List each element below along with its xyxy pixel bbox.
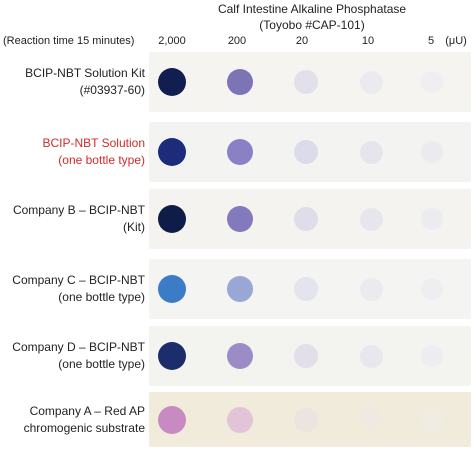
dot-spot <box>359 344 383 368</box>
row-label-line1: BCIP-NBT Solution <box>42 136 146 150</box>
dot-spot <box>421 345 443 367</box>
concentration-label: 5 <box>427 35 435 47</box>
figure-title: Calf Intestine Alkaline Phosphatase <box>217 2 407 16</box>
dot-spot <box>421 208 443 230</box>
concentration-label: 20 <box>295 35 309 47</box>
reaction-time-note: (Reaction time 15 minutes) <box>3 35 135 47</box>
row-label: Company C – BCIP-NBT (one bottle type) <box>0 272 145 306</box>
concentration-label: 2,000 <box>158 35 186 47</box>
dot-spot <box>294 140 318 164</box>
figure-subtitle: (Toyobo #CAP-101) <box>259 18 365 32</box>
row-label-line2: chromogenic substrate <box>23 420 145 435</box>
dot-spot <box>158 205 186 233</box>
dot-spot <box>227 206 253 232</box>
row-label-line2: (#03937-60) <box>79 83 145 97</box>
dot-spot <box>227 276 253 302</box>
dot-spot <box>359 408 383 431</box>
dot-spot <box>227 406 253 433</box>
row-label: BCIP-NBT Solution (one bottle type) <box>0 135 146 169</box>
dot-spot <box>158 342 186 370</box>
dot-spot <box>421 408 443 431</box>
dot-spot <box>359 207 383 231</box>
dot-spot <box>158 138 186 166</box>
concentration-label: 10 <box>361 35 375 47</box>
dot-spot <box>359 140 383 164</box>
dot-spot <box>227 69 253 95</box>
dot-spot <box>227 343 253 369</box>
dot-spot <box>227 139 253 165</box>
row-label-line1: BCIP-NBT Solution Kit <box>25 66 145 80</box>
dot-spot <box>421 71 443 93</box>
row-label: Company A – Red AP chromogenic substrate <box>0 403 145 437</box>
dot-spot <box>294 277 318 301</box>
row-label-line1: Company A – Red AP <box>29 403 145 418</box>
row-label: Company D – BCIP-NBT (one bottle type) <box>0 339 145 373</box>
row-label-line2: (one bottle type) <box>58 357 145 371</box>
row-label-line2: (one bottle type) <box>58 290 145 304</box>
dot-spot <box>294 407 318 432</box>
dot-spot <box>158 68 186 96</box>
row-label: Company B – BCIP-NBT (Kit) <box>0 202 145 236</box>
row-label: BCIP-NBT Solution Kit (#03937-60) <box>0 65 145 99</box>
unit-label: (μU) <box>445 35 467 47</box>
row-label-line1: Company B – BCIP-NBT <box>12 203 145 217</box>
dot-spot <box>158 275 186 303</box>
dot-spot <box>359 70 383 94</box>
dot-spot <box>359 277 383 301</box>
row-label-line1: Company D – BCIP-NBT <box>12 340 145 354</box>
dot-spot <box>294 344 318 368</box>
dot-spot <box>421 278 443 300</box>
concentration-label: 200 <box>227 35 247 47</box>
row-label-line2: (Kit) <box>123 220 145 234</box>
dot-spot <box>421 141 443 163</box>
dot-spot <box>294 70 318 94</box>
dot-spot <box>158 405 186 434</box>
row-label-line1: Company C – BCIP-NBT <box>12 273 145 287</box>
dot-spot <box>294 207 318 231</box>
row-label-line2: (one bottle type) <box>58 153 145 167</box>
